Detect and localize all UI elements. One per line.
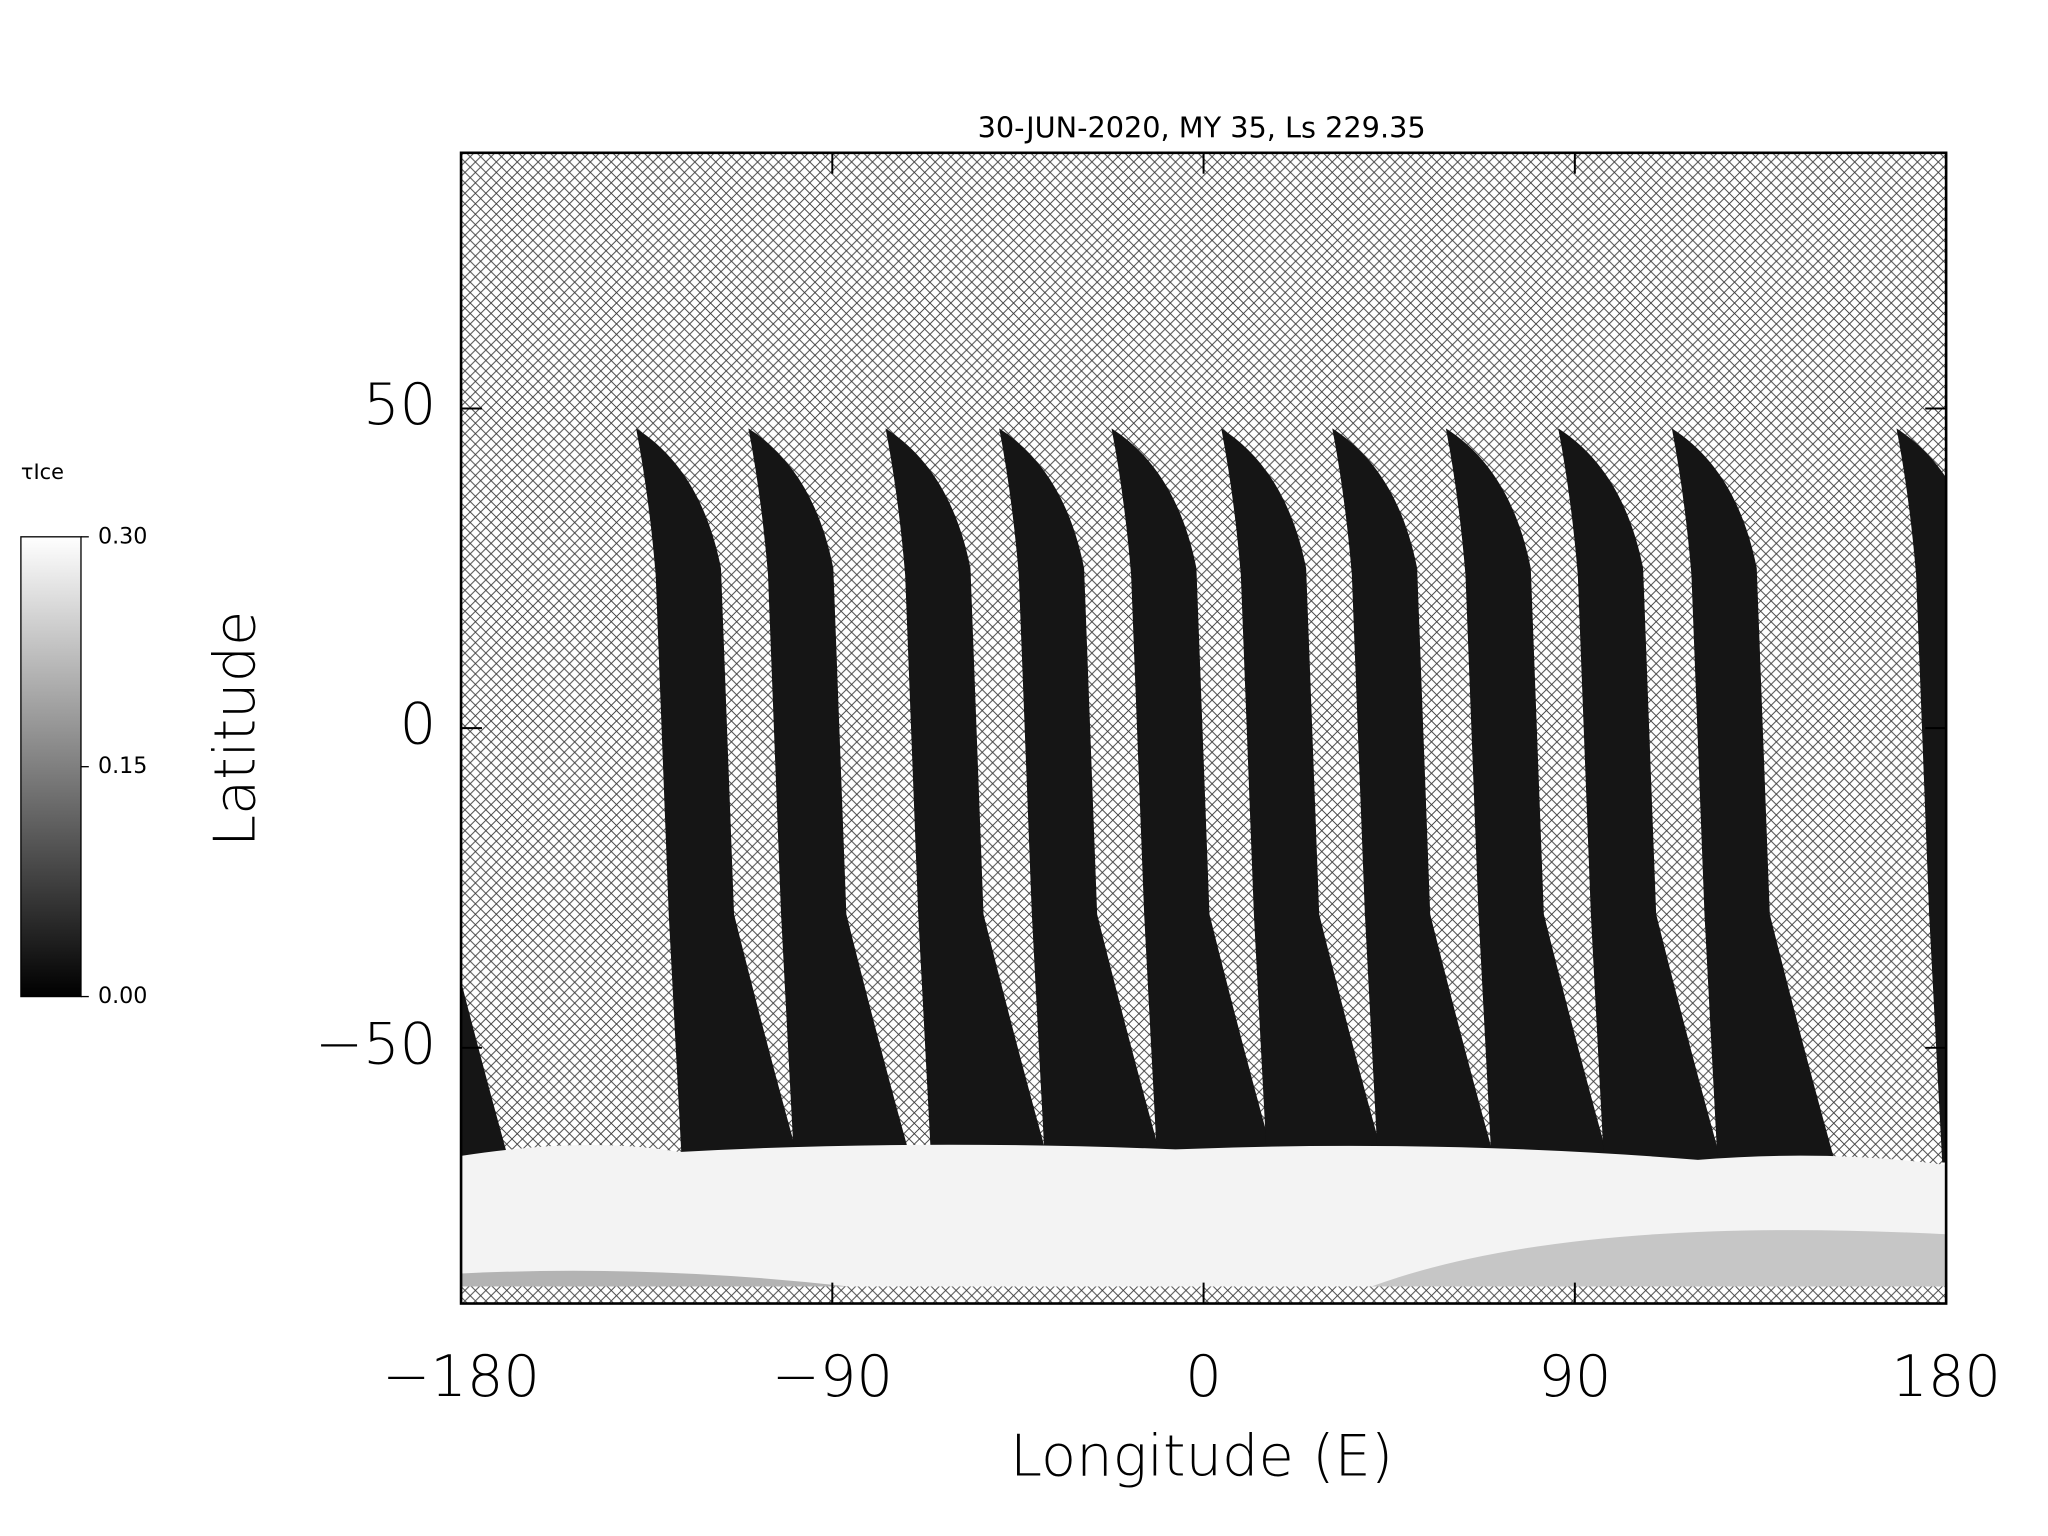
swath	[1111, 428, 1275, 1163]
swath	[1671, 428, 1836, 1163]
x-tick-label: 0	[1185, 1343, 1222, 1410]
x-tick-label: 180	[1891, 1343, 2001, 1410]
colorbar-tick-label: 0.15	[98, 753, 147, 779]
swath	[1896, 428, 1947, 1163]
y-tick-label: 50	[363, 371, 436, 438]
y-tick-label: 0	[400, 691, 437, 758]
y-axis-label: Latitude	[202, 611, 269, 847]
swath	[885, 428, 1049, 1163]
polar-texture	[1371, 1230, 1947, 1287]
x-tick-label: −180	[382, 1343, 540, 1410]
x-axis-label: Longitude (E)	[1010, 1423, 1393, 1490]
swath	[999, 428, 1163, 1163]
swath	[636, 428, 800, 1163]
swath	[1332, 428, 1496, 1163]
colorbar	[20, 536, 82, 998]
x-tick-label: 90	[1538, 1343, 1611, 1410]
y-tick-label: −50	[315, 1010, 436, 1077]
colorbar-tick-label: 0.00	[98, 983, 147, 1009]
swath	[748, 428, 912, 1163]
colorbar-label: τIce	[21, 460, 64, 484]
observation-swaths	[461, 428, 1947, 1287]
polar-texture	[461, 1270, 849, 1287]
swath	[1558, 428, 1722, 1163]
swath	[1221, 428, 1385, 1163]
swath	[1445, 428, 1610, 1163]
chart-title: 30-JUN-2020, MY 35, Ls 229.35	[978, 110, 1426, 144]
colorbar-tick-label: 0.30	[98, 523, 147, 549]
x-tick-label: −90	[772, 1343, 893, 1410]
swath	[461, 981, 510, 1163]
